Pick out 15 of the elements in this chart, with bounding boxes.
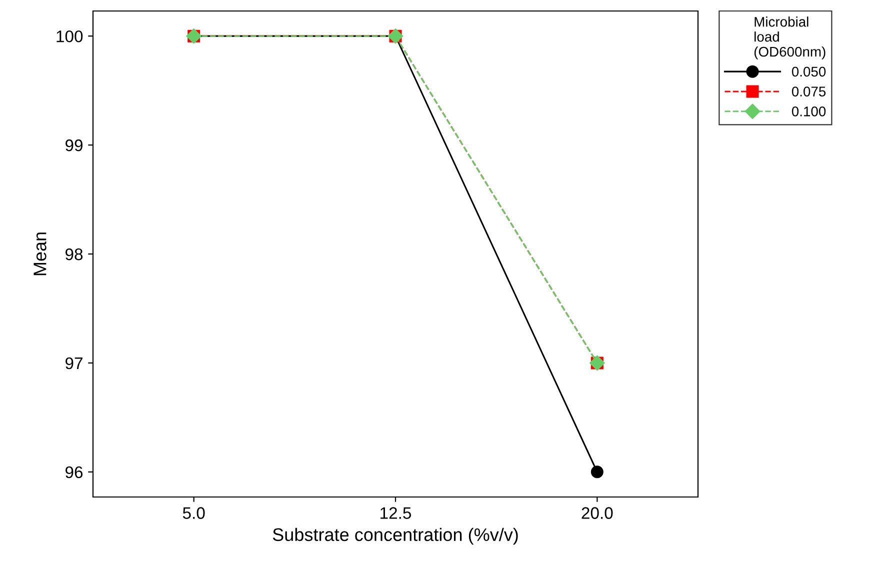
x-tick-label: 5.0 [182, 507, 205, 519]
y-tick-label: 97 [66, 357, 82, 370]
x-tick-label: 12.5 [380, 507, 412, 519]
point [590, 466, 604, 478]
legend-title: Microbial load (OD600nm) [754, 16, 826, 60]
x-axis-title: Substrate concentration (%v/v) [272, 528, 518, 545]
legend-label: 0.075 [792, 86, 826, 96]
y-tick-label: 96 [66, 466, 83, 478]
y-tick-label: 100 [56, 30, 83, 42]
y-tick-label: 98 [66, 248, 83, 260]
y-axis-title: Mean [34, 232, 46, 276]
x-tick-label: 20.0 [582, 507, 613, 519]
legend-label: 0.100 [792, 106, 826, 116]
y-tick-label: 99 [66, 139, 82, 152]
legend-label: 0.050 [792, 66, 826, 77]
